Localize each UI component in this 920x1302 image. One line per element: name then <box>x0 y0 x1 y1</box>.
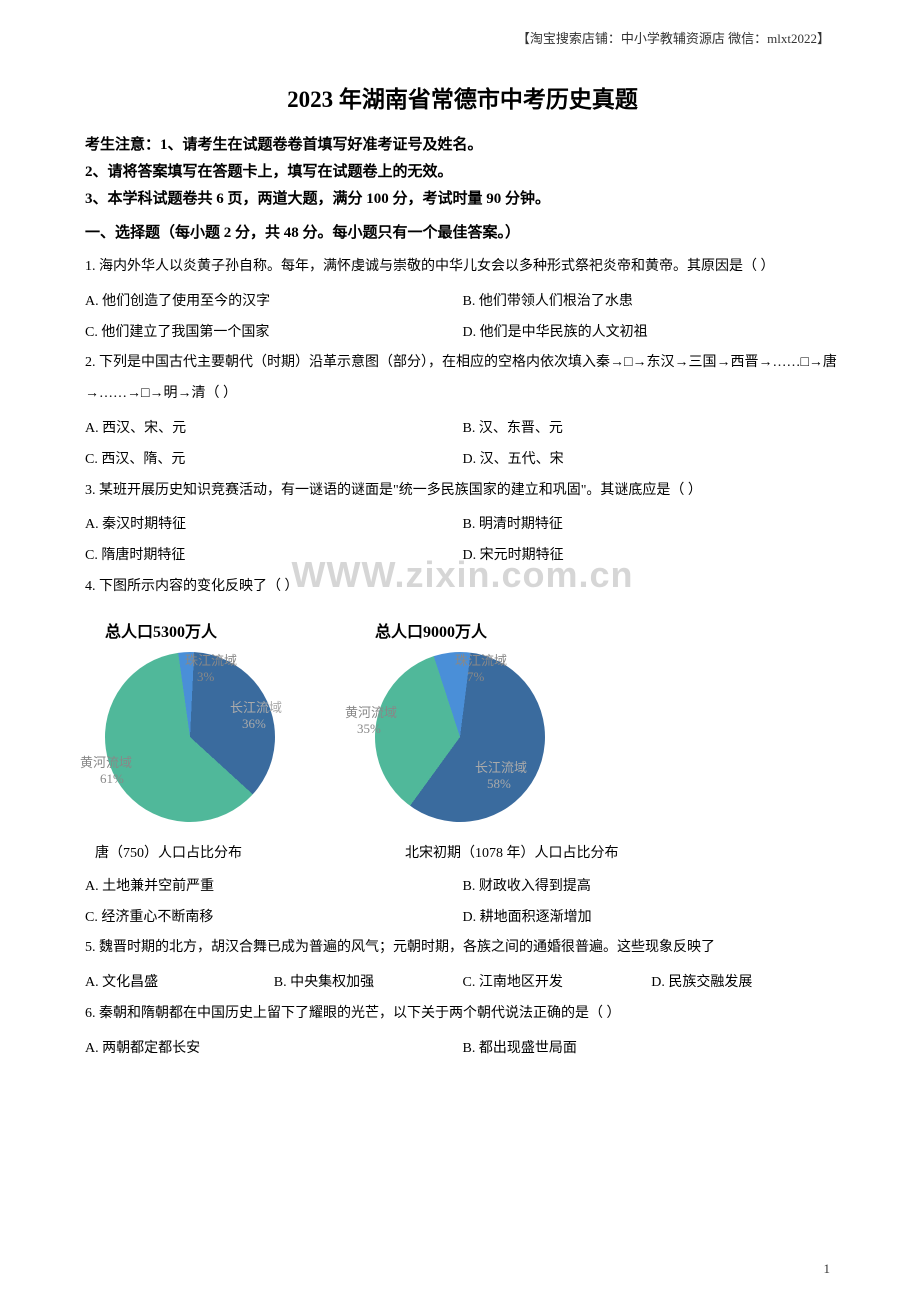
option-d: D. 耕地面积逐渐增加 <box>463 903 841 934</box>
option-b: B. 中央集权加强 <box>274 968 463 999</box>
page-title: 2023 年湖南省常德市中考历史真题 <box>85 80 840 114</box>
question-3: 3. 某班开展历史知识竞赛活动，有一谜语的谜面是"统一多民族国家的建立和巩固"。… <box>85 476 840 507</box>
chart-caption-tang: 唐（750）人口占比分布 <box>85 842 385 862</box>
chart-title: 总人口9000万人 <box>375 618 565 642</box>
pie-label-zhujiang: 珠江流域7% <box>455 650 507 685</box>
pie-label-changjiang: 长江流域36% <box>230 697 282 732</box>
chart-tang: 总人口5300万人 黄河流域61% 珠江流域3% 长江流域36% <box>85 618 295 832</box>
option-b: B. 汉、东晋、元 <box>463 414 841 445</box>
chart-song: 总人口9000万人 黄河流域35% 珠江流域7% 长江流域58% <box>355 618 565 832</box>
question-5: 5. 魏晋时期的北方，胡汉合舞已成为普遍的风气；元朝时期，各族之间的通婚很普遍。… <box>85 933 840 964</box>
question-1: 1. 海内外华人以炎黄子孙自称。每年，满怀虔诚与崇敬的中华儿女会以多种形式祭祀炎… <box>85 252 840 283</box>
question-5-options: A. 文化昌盛 B. 中央集权加强 C. 江南地区开发 D. 民族交融发展 <box>85 968 840 999</box>
question-4-options: C. 经济重心不断南移 D. 耕地面积逐渐增加 <box>85 903 840 934</box>
option-d: D. 汉、五代、宋 <box>463 445 841 476</box>
pie-label-changjiang: 长江流域58% <box>475 757 527 792</box>
option-b: B. 财政收入得到提高 <box>463 872 841 903</box>
page-number: 1 <box>824 1261 831 1277</box>
option-b: B. 他们带领人们根治了水患 <box>463 287 841 318</box>
chart-caption-song: 北宋初期（1078 年）人口占比分布 <box>385 842 619 862</box>
header-note: 【淘宝搜索店铺：中小学教辅资源店 微信：mlxt2022】 <box>517 28 830 47</box>
instruction-line: 3、本学科试题卷共 6 页，两道大题，满分 100 分，考试时量 90 分钟。 <box>85 186 840 213</box>
question-4-options: A. 土地兼并空前严重 B. 财政收入得到提高 <box>85 872 840 903</box>
question-2-options: A. 西汉、宋、元 B. 汉、东晋、元 <box>85 414 840 445</box>
option-c: C. 西汉、隋、元 <box>85 445 463 476</box>
option-c: C. 他们建立了我国第一个国家 <box>85 318 463 349</box>
pie-label-zhujiang: 珠江流域3% <box>185 650 237 685</box>
question-6-options: A. 两朝都定都长安 B. 都出现盛世局面 <box>85 1034 840 1065</box>
option-a: A. 土地兼并空前严重 <box>85 872 463 903</box>
option-a: A. 文化昌盛 <box>85 968 274 999</box>
pie-label-huanghe: 黄河流域35% <box>345 702 397 737</box>
option-a: A. 他们创造了使用至今的汉字 <box>85 287 463 318</box>
question-3-options: A. 秦汉时期特征 B. 明清时期特征 <box>85 510 840 541</box>
chart-captions: 唐（750）人口占比分布 北宋初期（1078 年）人口占比分布 <box>85 842 840 862</box>
question-2-options: C. 西汉、隋、元 D. 汉、五代、宋 <box>85 445 840 476</box>
pie-wrapper: 黄河流域61% 珠江流域3% 长江流域36% <box>85 652 295 832</box>
option-d: D. 宋元时期特征 <box>463 541 841 572</box>
option-b: B. 明清时期特征 <box>463 510 841 541</box>
question-6: 6. 秦朝和隋朝都在中国历史上留下了耀眼的光芒，以下关于两个朝代说法正确的是（ … <box>85 999 840 1030</box>
option-a: A. 秦汉时期特征 <box>85 510 463 541</box>
charts-container: 总人口5300万人 黄河流域61% 珠江流域3% 长江流域36% 总人口9000… <box>85 618 840 832</box>
option-a: A. 两朝都定都长安 <box>85 1034 463 1065</box>
option-c: C. 隋唐时期特征 <box>85 541 463 572</box>
option-c: C. 江南地区开发 <box>463 968 652 999</box>
pie-wrapper: 黄河流域35% 珠江流域7% 长江流域58% <box>355 652 565 832</box>
instruction-line: 考生注意：1、请考生在试题卷卷首填写好准考证号及姓名。 <box>85 132 840 159</box>
option-b: B. 都出现盛世局面 <box>463 1034 841 1065</box>
option-d: D. 他们是中华民族的人文初祖 <box>463 318 841 349</box>
section-title: 一、选择题（每小题 2 分，共 48 分。每小题只有一个最佳答案。） <box>85 221 840 242</box>
option-d: D. 民族交融发展 <box>651 968 840 999</box>
question-3-options: C. 隋唐时期特征 D. 宋元时期特征 <box>85 541 840 572</box>
instruction-line: 2、请将答案填写在答题卡上，填写在试题卷上的无效。 <box>85 159 840 186</box>
question-2: 2. 下列是中国古代主要朝代（时期）沿革示意图（部分），在相应的空格内依次填入秦… <box>85 348 840 410</box>
question-4: 4. 下图所示内容的变化反映了（ ） <box>85 572 840 603</box>
option-c: C. 经济重心不断南移 <box>85 903 463 934</box>
question-1-options: A. 他们创造了使用至今的汉字 B. 他们带领人们根治了水患 <box>85 287 840 318</box>
instructions: 考生注意：1、请考生在试题卷卷首填写好准考证号及姓名。 2、请将答案填写在答题卡… <box>85 132 840 213</box>
question-1-options: C. 他们建立了我国第一个国家 D. 他们是中华民族的人文初祖 <box>85 318 840 349</box>
pie-label-huanghe: 黄河流域61% <box>80 752 132 787</box>
chart-title: 总人口5300万人 <box>105 618 295 642</box>
option-a: A. 西汉、宋、元 <box>85 414 463 445</box>
